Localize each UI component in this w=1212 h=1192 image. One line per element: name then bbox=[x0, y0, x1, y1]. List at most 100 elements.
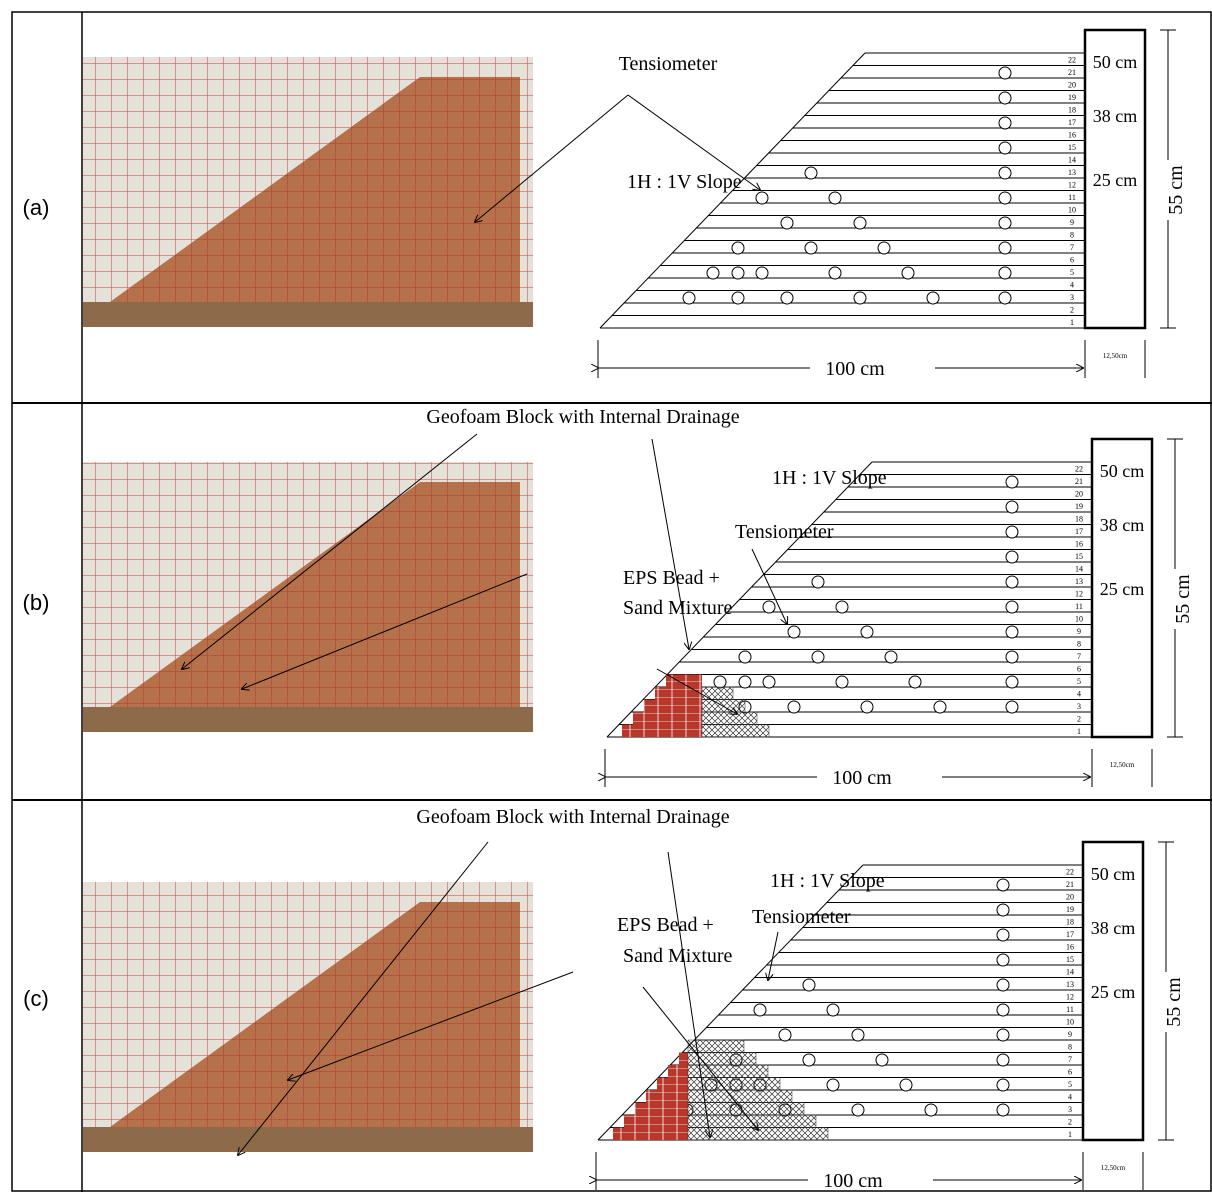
layer-number: 21 bbox=[1075, 477, 1083, 486]
layer-number: 8 bbox=[1068, 1042, 1072, 1051]
eps-mixture bbox=[702, 687, 733, 700]
layer-number: 2 bbox=[1077, 714, 1081, 723]
tensiometer bbox=[852, 1104, 864, 1116]
tensiometer bbox=[925, 1104, 937, 1116]
tensiometer bbox=[997, 954, 1009, 966]
layer-number: 13 bbox=[1068, 168, 1076, 177]
tensiometer bbox=[909, 676, 921, 688]
dimension: 100 cm bbox=[832, 767, 892, 789]
tensiometer bbox=[781, 217, 793, 229]
layer-number: 10 bbox=[1066, 1017, 1074, 1026]
tensiometer bbox=[827, 1004, 839, 1016]
dimension: 38 cm bbox=[1100, 515, 1145, 535]
dimension: 12,50cm bbox=[1103, 352, 1128, 360]
tensiometer bbox=[999, 167, 1011, 179]
tensiometer bbox=[997, 1079, 1009, 1091]
tensiometer bbox=[739, 676, 751, 688]
layer-number: 6 bbox=[1070, 255, 1074, 264]
tensiometer bbox=[999, 217, 1011, 229]
layer-number: 8 bbox=[1077, 639, 1081, 648]
annotation: EPS Bead + bbox=[617, 914, 714, 936]
tensiometer bbox=[900, 1079, 912, 1091]
tensiometer bbox=[997, 929, 1009, 941]
arrow bbox=[768, 932, 778, 980]
layer-number: 12 bbox=[1068, 180, 1076, 189]
layer-number: 1 bbox=[1070, 318, 1074, 327]
layer-number: 16 bbox=[1066, 942, 1074, 951]
layer-number: 8 bbox=[1070, 230, 1074, 239]
geofoam-block bbox=[655, 687, 702, 700]
tensiometer bbox=[927, 292, 939, 304]
layer-number: 22 bbox=[1075, 464, 1083, 473]
geofoam-block bbox=[622, 725, 702, 738]
layer-number: 3 bbox=[1077, 702, 1081, 711]
photo-grid bbox=[83, 57, 533, 327]
tensiometer bbox=[999, 292, 1011, 304]
layer-number: 18 bbox=[1075, 514, 1083, 523]
annotation: 1H : 1V Slope bbox=[772, 467, 887, 489]
layer-number: 15 bbox=[1066, 955, 1074, 964]
figure: (a)1234567891011121314151617181920212250… bbox=[0, 0, 1212, 1192]
tensiometer bbox=[812, 651, 824, 663]
tensiometer bbox=[1006, 476, 1018, 488]
tensiometer bbox=[997, 1029, 1009, 1041]
tensiometer bbox=[876, 1054, 888, 1066]
tensiometer bbox=[812, 576, 824, 588]
dimension: 100 cm bbox=[823, 1170, 883, 1192]
layer-number: 6 bbox=[1077, 664, 1081, 673]
panel-label: (c) bbox=[23, 986, 49, 1011]
layer-number: 17 bbox=[1075, 527, 1083, 536]
dimension: 12,50cm bbox=[1110, 761, 1135, 769]
layer-number: 20 bbox=[1068, 80, 1076, 89]
tensiometer bbox=[999, 192, 1011, 204]
annotation: Tensiometer bbox=[619, 53, 718, 75]
tensiometer bbox=[836, 676, 848, 688]
tensiometer bbox=[836, 601, 848, 613]
tensiometer bbox=[1006, 651, 1018, 663]
annotation: EPS Bead + bbox=[623, 567, 720, 589]
dimension: 100 cm bbox=[825, 358, 885, 380]
layer-number: 7 bbox=[1070, 243, 1074, 252]
geofoam-block bbox=[635, 1103, 688, 1116]
tensiometer bbox=[854, 292, 866, 304]
layer-number: 9 bbox=[1077, 627, 1081, 636]
dimension: 50 cm bbox=[1093, 52, 1138, 72]
tensiometer bbox=[999, 242, 1011, 254]
dimension: 38 cm bbox=[1093, 106, 1138, 126]
dimension: 55 cm bbox=[1163, 977, 1185, 1027]
eps-mixture bbox=[702, 725, 769, 738]
tensiometer bbox=[1006, 576, 1018, 588]
layer-number: 18 bbox=[1068, 105, 1076, 114]
layer-number: 3 bbox=[1070, 293, 1074, 302]
tensiometer bbox=[934, 701, 946, 713]
layer-number: 14 bbox=[1068, 155, 1076, 164]
layer-number: 7 bbox=[1068, 1055, 1072, 1064]
annotation: 1H : 1V Slope bbox=[627, 171, 742, 193]
tensiometer bbox=[1006, 676, 1018, 688]
tensiometer bbox=[997, 904, 1009, 916]
tensiometer bbox=[763, 676, 775, 688]
tensiometer bbox=[861, 626, 873, 638]
layer-number: 1 bbox=[1068, 1130, 1072, 1139]
panel-label: (a) bbox=[23, 195, 50, 220]
layer-number: 22 bbox=[1068, 55, 1076, 64]
layer-number: 14 bbox=[1066, 967, 1074, 976]
layer-number: 17 bbox=[1068, 118, 1076, 127]
tensiometer bbox=[999, 92, 1011, 104]
tensiometer bbox=[714, 676, 726, 688]
tensiometer bbox=[827, 1079, 839, 1091]
layer-number: 9 bbox=[1070, 218, 1074, 227]
layer-number: 7 bbox=[1077, 652, 1081, 661]
layer-number: 13 bbox=[1075, 577, 1083, 586]
layer-number: 12 bbox=[1066, 992, 1074, 1001]
layer-number: 5 bbox=[1068, 1080, 1072, 1089]
tensiometer bbox=[999, 267, 1011, 279]
photo-grid bbox=[83, 462, 533, 732]
tensiometer bbox=[1006, 626, 1018, 638]
tensiometer bbox=[999, 117, 1011, 129]
layer-number: 11 bbox=[1075, 602, 1083, 611]
layer-number: 11 bbox=[1066, 1005, 1074, 1014]
layer-number: 3 bbox=[1068, 1105, 1072, 1114]
tensiometer bbox=[854, 217, 866, 229]
panel-label: (b) bbox=[23, 590, 50, 615]
